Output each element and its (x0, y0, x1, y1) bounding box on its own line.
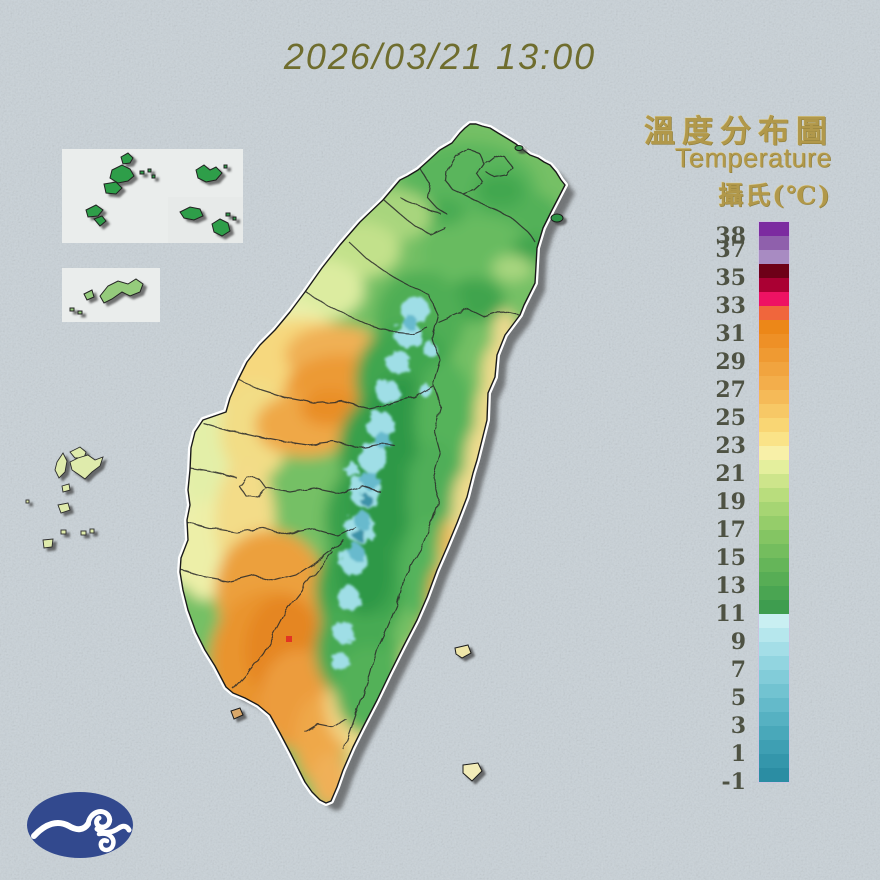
colorbar-band (759, 292, 789, 306)
scale-tick-label: 17 (715, 517, 746, 543)
colorbar-band (759, 390, 789, 404)
penghu-islands (25, 446, 104, 549)
colorbar-band (759, 572, 789, 586)
county-boundaries (180, 148, 537, 751)
scale-tick-label: 27 (715, 377, 746, 403)
colorbar-band (759, 236, 789, 250)
colorbar-band (759, 544, 789, 558)
colorbar-band (759, 432, 789, 446)
colorbar-band (759, 530, 789, 544)
scale-tick-label: 19 (715, 489, 746, 515)
colorbar-band (759, 600, 789, 614)
keelung-islet (514, 145, 524, 151)
colorbar-band (759, 348, 789, 362)
colorbar-band (759, 684, 789, 698)
scale-tick-label: 25 (715, 405, 746, 431)
colorbar-band (759, 726, 789, 740)
colorbar-band (759, 446, 789, 460)
scale-tick-label: 9 (730, 629, 746, 655)
colorbar-band (759, 712, 789, 726)
colorbar-band (759, 488, 789, 502)
colorbar-band (759, 278, 789, 292)
inset-panels (62, 149, 243, 322)
legend-title-zh: 溫度分布圖 (644, 114, 834, 150)
colorbar-band (759, 474, 789, 488)
date-time-title: 2026/03/21 13:00 (283, 36, 597, 77)
scale-tick-label: 13 (715, 573, 746, 599)
scale-tick-label: 7 (730, 657, 746, 683)
colorbar-band (759, 614, 789, 628)
colorbar-band (759, 320, 789, 334)
colorbar-band (759, 586, 789, 600)
colorbar-band (759, 628, 789, 642)
scale-tick-label: 5 (730, 685, 746, 711)
scale-tick-label: 11 (715, 601, 746, 627)
orchid-island (462, 762, 483, 782)
matsu-inset-panel (62, 149, 168, 243)
weather-bureau-logo (27, 792, 133, 858)
scale-tick-label: 3 (730, 713, 746, 739)
scale-tick-label: 33 (715, 293, 746, 319)
legend-title-en: Temperature (674, 143, 832, 173)
colorbar-band (759, 418, 789, 432)
colorbar-band (759, 670, 789, 684)
colorbar-band (759, 642, 789, 656)
colorbar-band (759, 502, 789, 516)
colorbar-band (759, 558, 789, 572)
colorbar-band (759, 306, 789, 320)
cold-ridge-patches (331, 296, 437, 671)
colorbar-band (759, 740, 789, 754)
scale-tick-label: 35 (715, 265, 746, 291)
green-island (454, 644, 472, 659)
juguang-inset-panel (168, 197, 243, 243)
colorbar-band (759, 460, 789, 474)
juguang-islands (179, 206, 237, 237)
offshore-islets (230, 145, 564, 782)
colorbar-band (759, 516, 789, 530)
temperature-colorbar (758, 221, 790, 783)
cloud-swirl-icon (31, 809, 132, 853)
dongyin-island (195, 164, 228, 183)
scale-tick-label: -1 (721, 769, 746, 795)
colorbar-band (759, 362, 789, 376)
scale-tick-label: 15 (715, 545, 746, 571)
matsu-islands (85, 152, 156, 227)
colorbar-band (759, 404, 789, 418)
scale-tick-label: 21 (715, 461, 746, 487)
scale-tick-label: 1 (730, 741, 746, 767)
scale-tick-label: 37 (715, 237, 746, 263)
colorbar-band (759, 698, 789, 712)
scale-tick-label: 38 (715, 223, 746, 249)
liuqiu-island (230, 707, 244, 720)
colorbar-band (759, 656, 789, 670)
colorbar-band (759, 754, 789, 768)
colorbar-band (759, 768, 789, 782)
scale-tick-label: 23 (715, 433, 746, 459)
colorbar-band (759, 376, 789, 390)
scale-tick-label: 31 (715, 321, 746, 347)
kinmen-island (69, 278, 144, 315)
temperature-scale-ticks: 38 37 35 33 31 29 27 25 23 21 19 17 15 13 11 9 7 5 3 1 -1 (690, 222, 752, 794)
hot-spot-pixel (286, 636, 292, 642)
colorbar-band (759, 222, 789, 236)
scale-tick-label: 29 (715, 349, 746, 375)
guishan-island (550, 213, 564, 223)
legend-unit-label: 攝氏(℃) (718, 181, 832, 210)
colorbar-band (759, 334, 789, 348)
colorbar-band (759, 264, 789, 278)
colorbar-band (759, 250, 789, 264)
